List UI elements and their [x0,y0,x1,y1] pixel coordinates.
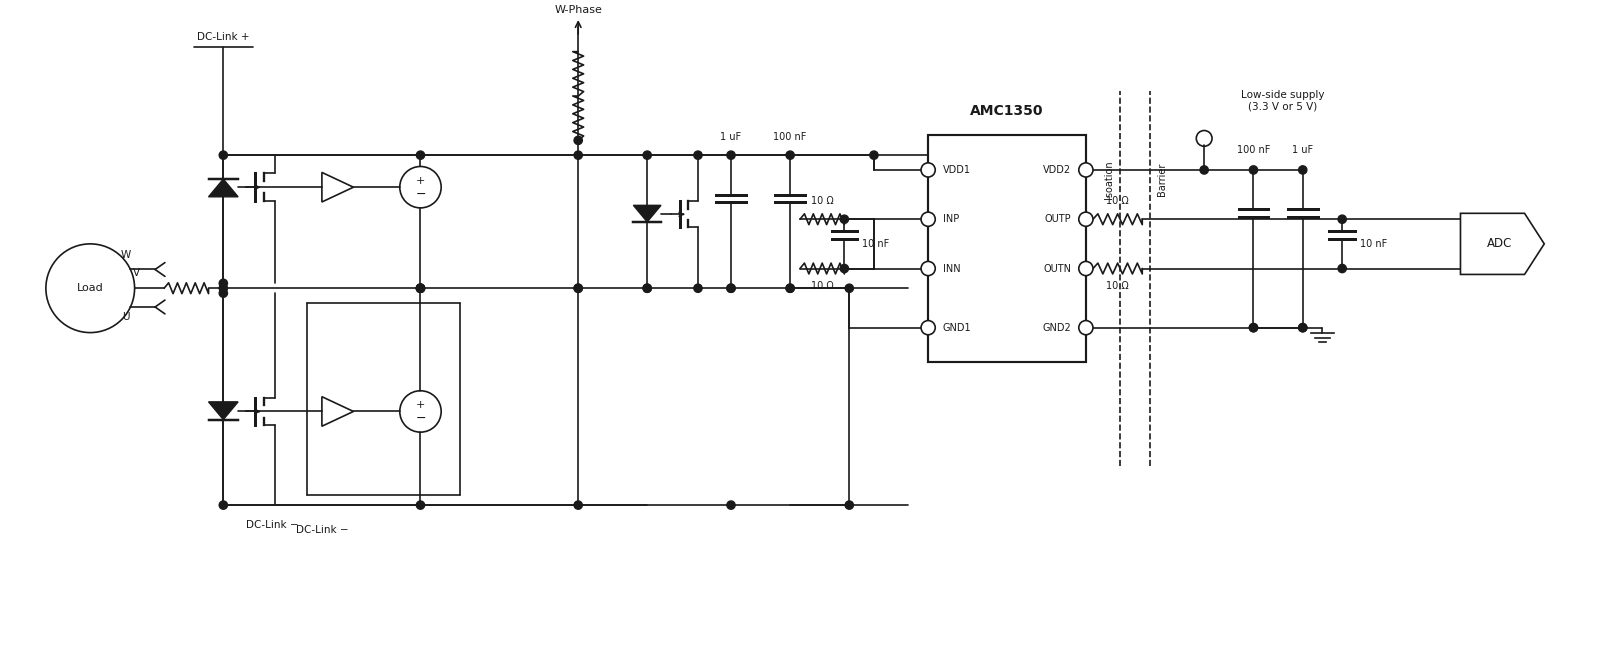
Circle shape [400,391,442,432]
Text: GND1: GND1 [942,323,971,333]
Polygon shape [322,397,354,426]
Circle shape [46,244,134,333]
Circle shape [643,284,651,292]
Circle shape [1078,212,1093,226]
Polygon shape [208,402,238,420]
Text: Isoation: Isoation [1104,161,1114,199]
Circle shape [643,151,651,159]
Circle shape [922,212,936,226]
Text: 10 Ω: 10 Ω [811,281,834,291]
Polygon shape [208,179,238,197]
Text: −: − [416,188,426,201]
Circle shape [416,284,424,292]
Circle shape [400,167,442,208]
Circle shape [219,284,227,292]
Circle shape [1200,166,1208,174]
Circle shape [416,284,424,292]
Text: V: V [133,268,141,278]
Circle shape [416,284,424,292]
Text: AMC1350: AMC1350 [970,104,1043,118]
Polygon shape [1461,213,1544,274]
Circle shape [1250,166,1258,174]
Circle shape [219,501,227,509]
Circle shape [1250,323,1258,331]
Circle shape [786,284,794,292]
Circle shape [922,163,936,177]
Circle shape [219,279,227,287]
Text: VDD1: VDD1 [942,165,971,175]
Text: Low-side supply
(3.3 V or 5 V): Low-side supply (3.3 V or 5 V) [1242,90,1325,112]
Text: DC-Link −: DC-Link − [246,520,299,530]
Circle shape [1078,261,1093,275]
Text: −: − [416,412,426,426]
Text: W-Phase: W-Phase [554,5,602,15]
Circle shape [922,321,936,335]
Circle shape [922,261,936,275]
Text: 100 nF: 100 nF [1237,145,1270,155]
Text: U: U [122,311,130,321]
Circle shape [1299,323,1307,331]
Circle shape [416,501,424,509]
Text: +: + [416,400,426,410]
Circle shape [416,151,424,159]
Text: VDD2: VDD2 [1043,165,1070,175]
Circle shape [574,284,582,292]
Text: W: W [120,249,131,259]
Circle shape [219,151,227,159]
Polygon shape [634,205,661,222]
Polygon shape [322,172,354,202]
Text: INN: INN [942,263,960,273]
Circle shape [840,215,848,223]
Text: 10 Ω: 10 Ω [1106,281,1130,291]
Circle shape [1299,323,1307,331]
Text: 10 Ω: 10 Ω [1106,197,1130,207]
Circle shape [845,501,853,509]
Circle shape [694,151,702,159]
Circle shape [1338,264,1346,273]
Text: 10 nF: 10 nF [1360,239,1387,249]
Circle shape [416,284,424,292]
Circle shape [643,284,651,292]
Text: DC-Link −: DC-Link − [296,525,349,535]
Text: GND2: GND2 [1042,323,1070,333]
Circle shape [1078,321,1093,335]
Text: OUTN: OUTN [1043,263,1070,273]
Circle shape [1078,163,1093,177]
Circle shape [786,151,794,159]
Circle shape [219,289,227,297]
Text: Load: Load [77,283,104,293]
Circle shape [574,136,582,145]
Circle shape [1299,166,1307,174]
Text: 10 Ω: 10 Ω [811,197,834,207]
Circle shape [726,501,734,509]
Text: 1 uF: 1 uF [720,133,741,143]
Text: Barrier: Barrier [1157,163,1166,197]
Text: +: + [416,176,426,186]
Circle shape [726,151,734,159]
Bar [928,135,1086,362]
Circle shape [840,264,848,273]
Text: 1 uF: 1 uF [1293,145,1314,155]
Circle shape [574,501,582,509]
Circle shape [726,284,734,292]
Circle shape [870,151,878,159]
Text: DC-Link +: DC-Link + [197,32,250,42]
Circle shape [694,284,702,292]
Text: 10 nF: 10 nF [862,239,890,249]
Circle shape [1338,215,1346,223]
Text: 100 nF: 100 nF [773,133,806,143]
Circle shape [845,284,853,292]
Text: ADC: ADC [1488,237,1512,250]
Circle shape [726,284,734,292]
Circle shape [786,284,794,292]
Text: OUTP: OUTP [1045,214,1070,224]
Circle shape [574,151,582,159]
Circle shape [1250,323,1258,331]
Text: INP: INP [942,214,958,224]
Circle shape [1197,131,1213,146]
Circle shape [574,284,582,292]
